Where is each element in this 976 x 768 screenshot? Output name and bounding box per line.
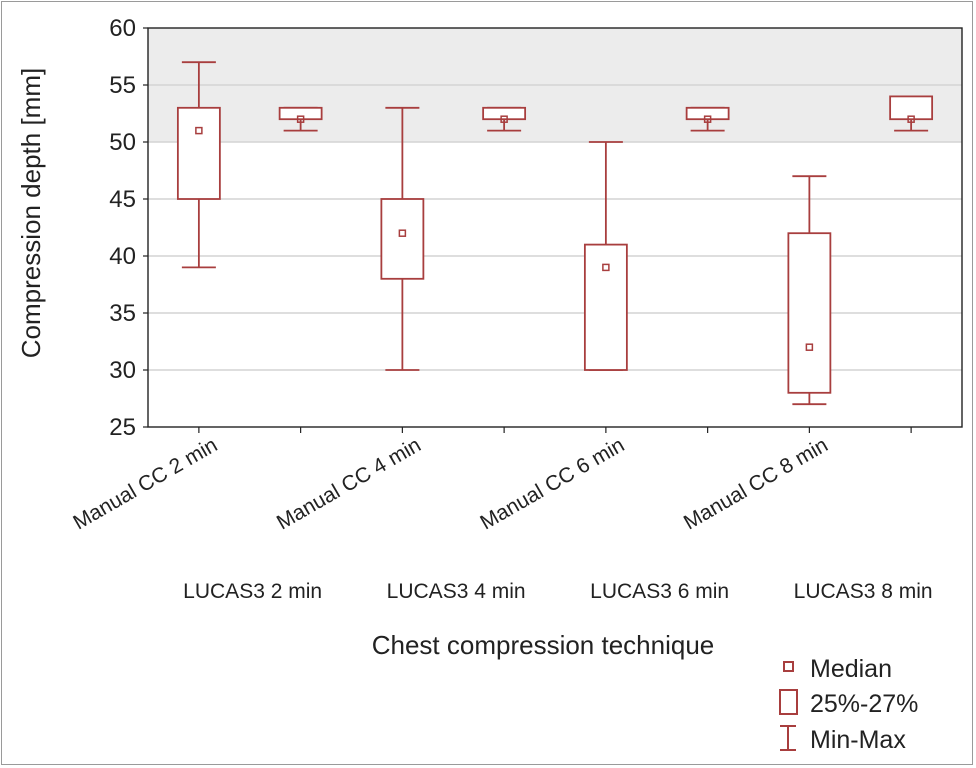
x-category-label: Manual CC 8 min — [680, 433, 832, 534]
iqr-box — [583, 243, 628, 371]
y-tick-label: 45 — [109, 186, 136, 213]
legend: Median 25%-27% Min-Max — [779, 655, 918, 754]
iqr-box — [685, 106, 730, 121]
median-marker — [398, 229, 407, 237]
x-category-label: Manual CC 2 min — [69, 433, 221, 534]
y-axis-label: Compression depth [mm] — [16, 68, 46, 358]
median-marker — [195, 126, 203, 135]
iqr-box — [482, 106, 527, 121]
legend-minmax-icon — [780, 725, 796, 751]
legend-minmax-label: Min-Max — [810, 726, 906, 754]
iqr-box — [176, 106, 221, 200]
legend-median-label: Median — [810, 655, 892, 683]
y-tick-label: 30 — [109, 357, 136, 384]
median-marker — [500, 115, 508, 123]
x-category-label: LUCAS3 6 min — [590, 580, 729, 603]
y-tick-label: 35 — [109, 300, 136, 327]
y-tick-label: 40 — [109, 243, 136, 270]
median-marker — [703, 115, 712, 123]
legend-box-icon — [779, 689, 798, 715]
x-category-label: Manual CC 4 min — [273, 433, 425, 534]
median-marker — [907, 115, 915, 123]
median-marker — [602, 263, 610, 272]
x-axis-label: Chest compression technique — [372, 630, 715, 660]
iqr-box — [278, 106, 323, 121]
x-category-label: LUCAS3 4 min — [387, 580, 526, 603]
plot-area-border — [147, 27, 963, 428]
x-category-label: LUCAS3 2 min — [183, 580, 322, 603]
median-marker — [805, 343, 814, 351]
x-category-label: LUCAS3 8 min — [794, 580, 933, 603]
legend-median-icon — [783, 661, 794, 672]
iqr-box — [889, 95, 934, 121]
y-tick-label: 50 — [109, 129, 136, 156]
legend-box-label: 25%-27% — [810, 690, 918, 718]
iqr-box — [787, 232, 832, 394]
y-tick-label: 25 — [109, 414, 136, 441]
y-tick-label: 55 — [109, 72, 136, 99]
y-tick-label: 60 — [109, 15, 136, 42]
iqr-box — [380, 198, 425, 280]
x-category-label: Manual CC 6 min — [476, 433, 628, 534]
median-marker — [296, 115, 305, 123]
